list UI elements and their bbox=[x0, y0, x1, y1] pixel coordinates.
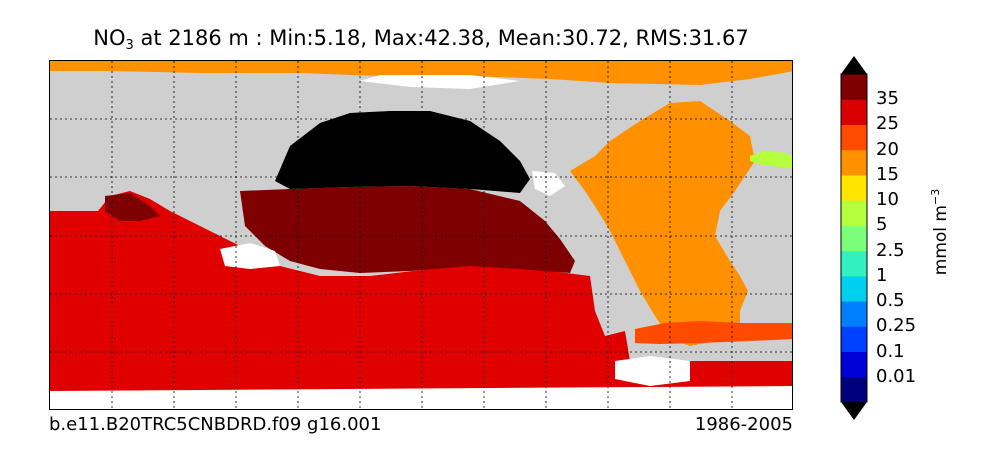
colorbar-tick-label: 15 bbox=[876, 163, 899, 185]
indian-ocean-region bbox=[90, 219, 225, 276]
arctic-region bbox=[50, 61, 792, 85]
colorbar-swatch bbox=[841, 275, 867, 302]
case-name-label: b.e11.B20TRC5CNBDRD.f09 g16.001 bbox=[49, 414, 382, 435]
missing-indonesia bbox=[220, 243, 280, 269]
colorbar-tick-label: 10 bbox=[876, 189, 899, 211]
colorbar-swatch bbox=[841, 225, 867, 252]
colorbar-tick-label: 0.5 bbox=[876, 290, 905, 312]
colorbar-tick-label: 5 bbox=[876, 214, 888, 236]
colorbar-swatch bbox=[841, 200, 867, 226]
units-prefix: mmol m bbox=[930, 205, 951, 276]
map-panel bbox=[49, 60, 793, 410]
colorbar-swatch bbox=[841, 326, 867, 353]
missing-weddell bbox=[615, 356, 690, 386]
title-species: NO bbox=[93, 26, 126, 50]
plot-title: NO3 at 2186 m : Min:5.18, Max:42.38, Mea… bbox=[0, 26, 842, 53]
tropical-pacific-region bbox=[240, 186, 575, 273]
colorbar-tick-label: 2.5 bbox=[876, 239, 905, 261]
colorbar-tick-label: 20 bbox=[876, 138, 899, 160]
north-pacific-region bbox=[275, 111, 530, 193]
arabian-sea-region bbox=[105, 193, 160, 221]
colorbar-swatch bbox=[841, 376, 867, 403]
title-stats: at 2186 m : Min:5.18, Max:42.38, Mean:30… bbox=[133, 26, 749, 50]
missing-antarctic bbox=[50, 386, 792, 409]
colorbar-swatch bbox=[841, 351, 867, 378]
colorbar-swatch bbox=[841, 99, 867, 125]
atlantic-region bbox=[570, 101, 755, 346]
title-species-subscript: 3 bbox=[125, 38, 134, 53]
colorbar-swatch bbox=[841, 250, 867, 277]
year-range-label: 1986-2005 bbox=[694, 414, 793, 435]
colorbar-extend-min bbox=[841, 402, 867, 420]
colorbar-tick-label: 1 bbox=[876, 264, 888, 286]
graticule bbox=[50, 61, 792, 409]
mediterranean-region bbox=[750, 151, 792, 169]
colorbar bbox=[840, 56, 868, 420]
world-map bbox=[50, 61, 792, 409]
colorbar-tick-label: 0.25 bbox=[876, 315, 917, 337]
colorbar-tick-label: 0.1 bbox=[876, 340, 905, 362]
colorbar-tick-label: 35 bbox=[876, 88, 899, 110]
colorbar-swatch bbox=[841, 149, 867, 176]
colorbar-swatch bbox=[841, 124, 867, 151]
colorbar-frame bbox=[840, 73, 868, 403]
colorbar-swatch bbox=[841, 74, 867, 100]
colorbar-tick-label: 0.01 bbox=[876, 365, 917, 387]
colorbar-swatch bbox=[841, 301, 867, 327]
colorbar-swatch bbox=[841, 174, 867, 201]
missing-arctic bbox=[360, 75, 520, 89]
south-atlantic-region bbox=[635, 321, 792, 344]
colorbar-tick-label: 25 bbox=[876, 113, 899, 135]
units-exponent: −3 bbox=[929, 188, 943, 205]
colorbar-extend-max bbox=[841, 56, 867, 74]
colorbar-units-label: mmol m−3 bbox=[929, 189, 951, 275]
southern-ocean-region bbox=[50, 191, 792, 396]
